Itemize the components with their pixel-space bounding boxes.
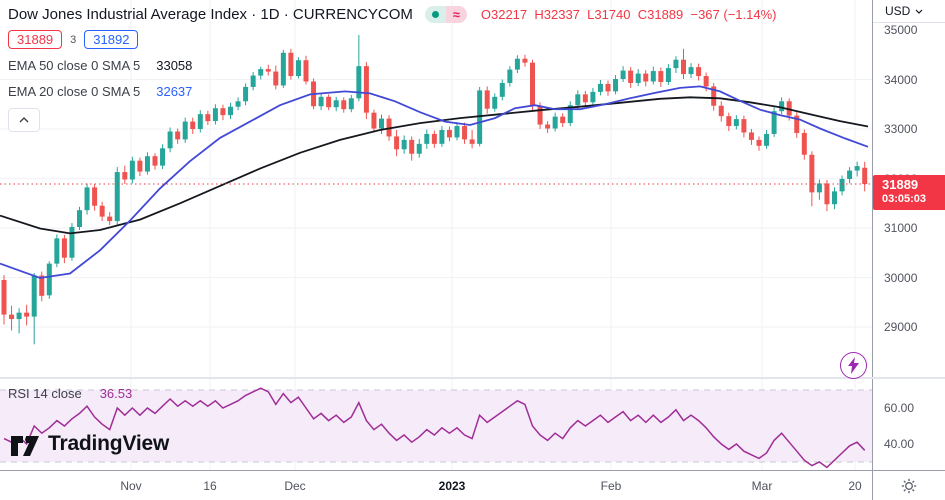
pane-separator[interactable] <box>0 377 945 379</box>
time-axis-label: Nov <box>120 479 142 493</box>
indicator-ema20-label: EMA 20 close 0 SMA 5 <box>8 84 141 99</box>
currency-selector[interactable]: USD <box>873 0 945 23</box>
indicator-ema50[interactable]: EMA 50 close 0 SMA 5 33058 <box>8 56 777 75</box>
market-status-pills[interactable]: ≈ <box>424 6 467 23</box>
instant-trading-button[interactable] <box>840 352 867 379</box>
chevron-down-icon <box>915 9 923 14</box>
tradingview-watermark: TradingView <box>10 430 169 457</box>
price-axis-label: 31000 <box>884 221 918 235</box>
last-price-badge: 31889 03:05:03 <box>873 174 945 210</box>
time-axis-label: Dec <box>284 479 306 493</box>
spread-value: 3 <box>70 33 77 46</box>
price-axis-label: 33000 <box>884 122 918 136</box>
lightning-bolt-icon <box>848 357 859 374</box>
currency-label: USD <box>885 4 911 18</box>
rsi-axis-label: 40.00 <box>884 437 915 451</box>
last-price-value: 31889 <box>882 176 919 192</box>
symbol-title[interactable]: Dow Jones Industrial Average Index · 1D … <box>8 6 413 23</box>
indicator-ema20[interactable]: EMA 20 close 0 SMA 5 32637 <box>8 82 777 101</box>
axis-settings-button[interactable] <box>872 471 945 500</box>
rsi-label: RSI 14 close <box>8 386 82 401</box>
price-axis-label: 29000 <box>884 320 918 334</box>
gear-icon <box>901 478 917 494</box>
bid-ask-row: 31889 3 31892 <box>8 30 777 49</box>
market-open-dot-icon <box>424 6 446 23</box>
watermark-text: TradingView <box>48 431 170 455</box>
extended-hours-icon: ≈ <box>445 6 467 23</box>
indicator-ema50-label: EMA 50 close 0 SMA 5 <box>8 58 141 73</box>
time-axis[interactable]: Nov 16 Dec 2023 Feb Mar 20 <box>0 470 945 500</box>
ask-button[interactable]: 31892 <box>84 30 139 49</box>
chart-legend: Dow Jones Industrial Average Index · 1D … <box>8 6 777 132</box>
time-axis-label: 20 <box>848 479 862 493</box>
price-axis-label: 35000 <box>884 23 918 37</box>
time-axis-label: 16 <box>203 479 217 493</box>
price-axis[interactable]: USD 31889 03:05:03 350003400033000320003… <box>872 0 945 470</box>
collapse-legend-button[interactable] <box>8 108 40 132</box>
rsi-value: 36.53 <box>99 386 133 401</box>
rsi-axis-label: 60.00 <box>884 401 915 415</box>
candlestick-chart[interactable] <box>0 0 872 470</box>
indicator-ema20-value: 32637 <box>156 84 193 99</box>
time-axis-label: Feb <box>600 479 622 493</box>
ohlc-values: O32217 H32337 L31740 C31889 −367 (−1.14%… <box>480 7 777 22</box>
chevron-up-icon <box>19 117 29 123</box>
indicator-ema50-value: 33058 <box>156 58 193 73</box>
tradingview-logo-icon <box>11 436 39 456</box>
countdown-timer: 03:05:03 <box>882 193 927 206</box>
price-axis-label: 34000 <box>884 72 918 87</box>
time-axis-label: Mar <box>751 479 773 493</box>
time-axis-label: 2023 <box>438 479 466 493</box>
price-axis-label: 30000 <box>884 270 918 285</box>
bid-button[interactable]: 31889 <box>8 30 63 49</box>
rsi-indicator-legend[interactable]: RSI 14 close 36.53 <box>8 386 132 401</box>
